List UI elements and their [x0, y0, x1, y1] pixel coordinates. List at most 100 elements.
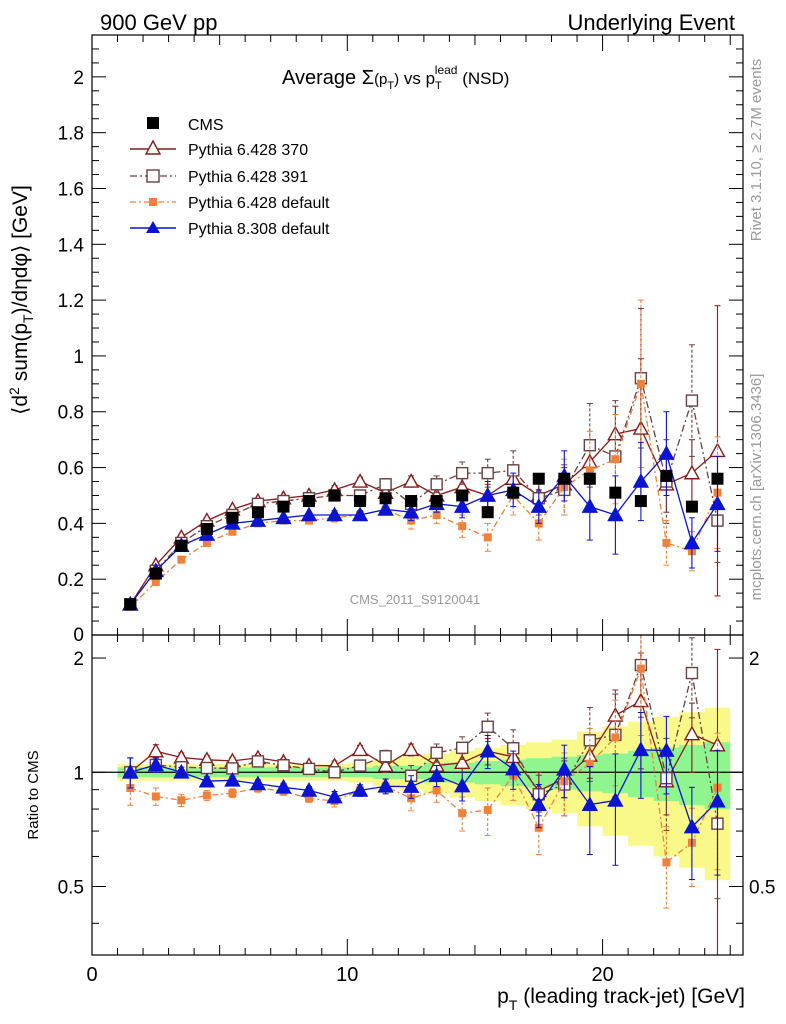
ratio-point-s3-14: [479, 742, 496, 758]
x-tick-label: 0: [86, 964, 97, 986]
main-point-s3-20: [632, 473, 650, 488]
ratio-point-s2-13: [458, 809, 467, 818]
main-point-s2-4: [228, 527, 237, 536]
ratio-point-s1-10: [379, 750, 392, 763]
main-point-s3-8: [326, 506, 343, 522]
legend-label-pythia6-391: Pythia 6.428 391: [188, 169, 308, 186]
main-point-s2-18: [585, 466, 594, 475]
ratio-point-s3-11: [402, 778, 420, 793]
legend-marker-pythia6-370: [144, 139, 162, 155]
main-y-tick-label: 0.2: [58, 570, 84, 591]
main-point-s3-18: [581, 498, 599, 513]
main-point-s1-22: [685, 394, 699, 407]
ratio-point-s0-9: [351, 741, 369, 757]
chart-title: Average Σ(pT) vs pTlead (NSD): [282, 63, 509, 92]
main-line-s0: [129, 427, 718, 605]
ratio-y-tick-label-right: 0.5: [749, 878, 775, 899]
ratio-point-s2-4: [228, 789, 237, 798]
main-point-s2-14: [483, 533, 492, 542]
legend-item-pythia6-370: Pythia 6.428 370: [130, 139, 308, 159]
x-axis-label: pT (leading track-jet) [GeV]: [497, 985, 745, 1013]
legend-item-cms: CMS: [147, 117, 224, 134]
cms-point-8: [328, 489, 341, 502]
main-point-s3-13: [453, 498, 471, 513]
main-point-s2-1: [151, 577, 160, 586]
rivet-label: Rivet 3.1.10, ≥ 2.7M events: [748, 59, 765, 242]
ratio-point-s1-12: [430, 746, 443, 760]
main-line-s2: [129, 383, 719, 608]
cms-point-4: [226, 511, 239, 524]
ratio-point-s0-13: [453, 754, 471, 769]
cms-point-19: [609, 486, 622, 499]
main-point-s0-9: [351, 473, 369, 488]
ratio-point-s1-9: [353, 759, 367, 772]
ratio-y-tick-label: 2: [73, 649, 84, 670]
main-point-s3-11: [402, 503, 420, 519]
main-point-s1-14: [481, 466, 494, 480]
ratio-point-s3-21: [658, 742, 675, 757]
cms-point-9: [354, 495, 367, 508]
ratio-point-s3-6: [275, 778, 292, 794]
ratio-band-outer: [117, 707, 731, 881]
ratio-point-s1-7: [302, 762, 316, 776]
main-point-s3-5: [249, 512, 267, 527]
ratio-data-layer: [92, 635, 743, 955]
legend-marker-pythia6-default: [149, 198, 157, 206]
ratio-point-s0-22: [683, 725, 701, 741]
ratio-point-s3-23: [709, 792, 726, 808]
main-y-tick-label: 0.4: [58, 514, 85, 535]
ratio-point-s1-6: [277, 759, 290, 772]
ratio-point-s2-3: [202, 791, 211, 800]
legend-label-pythia6-370: Pythia 6.428 370: [188, 142, 308, 159]
main-point-s3-14: [479, 487, 496, 502]
legend-marker-cms: [147, 117, 159, 129]
ratio-point-s3-10: [377, 777, 394, 793]
cms-point-6: [277, 500, 290, 513]
ratio-point-s1-8: [328, 766, 341, 779]
ratio-point-s3-8: [326, 788, 343, 804]
ratio-point-s3-1: [147, 756, 165, 772]
cms-point-17: [558, 472, 571, 485]
cms-point-16: [532, 472, 545, 485]
watermark: CMS_2011_S9120041: [350, 592, 481, 607]
ratio-point-s0-10: [377, 757, 394, 772]
ratio-line-s2: [130, 668, 719, 864]
ratio-point-s3-19: [607, 791, 624, 807]
main-point-s3-16: [530, 498, 547, 513]
cms-point-21: [660, 469, 673, 482]
ratio-bands: [117, 707, 731, 881]
legend-label-pythia8-default: Pythia 8.308 default: [188, 221, 330, 238]
ratio-point-s3-16: [530, 796, 547, 811]
legend: CMS Pythia 6.428 370 Pythia 6.428 391 Py…: [130, 117, 330, 238]
main-point-s2-13: [458, 522, 467, 531]
cms-point-1: [149, 567, 162, 580]
main-point-s1-10: [379, 478, 392, 491]
ratio-point-s0-1: [147, 742, 165, 758]
ratio-point-s0-11: [402, 741, 420, 757]
main-point-s1-18: [583, 439, 597, 452]
ratio-point-s2-20: [636, 664, 645, 673]
main-point-s3-23: [709, 495, 726, 511]
main-y-tick-label: 0.6: [58, 459, 84, 480]
ratio-y-tick-label: 1: [73, 763, 84, 784]
cms-point-7: [303, 495, 315, 508]
main-y-tick-label: 1: [73, 347, 84, 368]
ratio-point-s3-7: [300, 781, 318, 797]
legend-marker-pythia6-391: [146, 169, 160, 183]
ratio-point-s3-13: [453, 777, 471, 793]
legend-label-cms: CMS: [188, 117, 224, 134]
cms-point-20: [634, 495, 647, 508]
ratio-point-s1-3: [200, 761, 214, 775]
main-point-s3-6: [275, 509, 292, 525]
ratio-point-s2-19: [611, 733, 620, 742]
main-point-s2-12: [432, 511, 441, 519]
ratio-point-s2-21: [662, 858, 671, 867]
ratio-point-s3-20: [632, 741, 650, 757]
main-point-s2-21: [662, 538, 671, 547]
ratio-point-s2-1: [151, 792, 160, 801]
main-y-tick-label-cut: 0: [73, 625, 84, 646]
ratio-point-s3-22: [683, 818, 701, 834]
cms-point-18: [583, 472, 596, 485]
mcplots-label: mcplots.cern.ch [arXiv:1306.3436]: [748, 374, 765, 601]
